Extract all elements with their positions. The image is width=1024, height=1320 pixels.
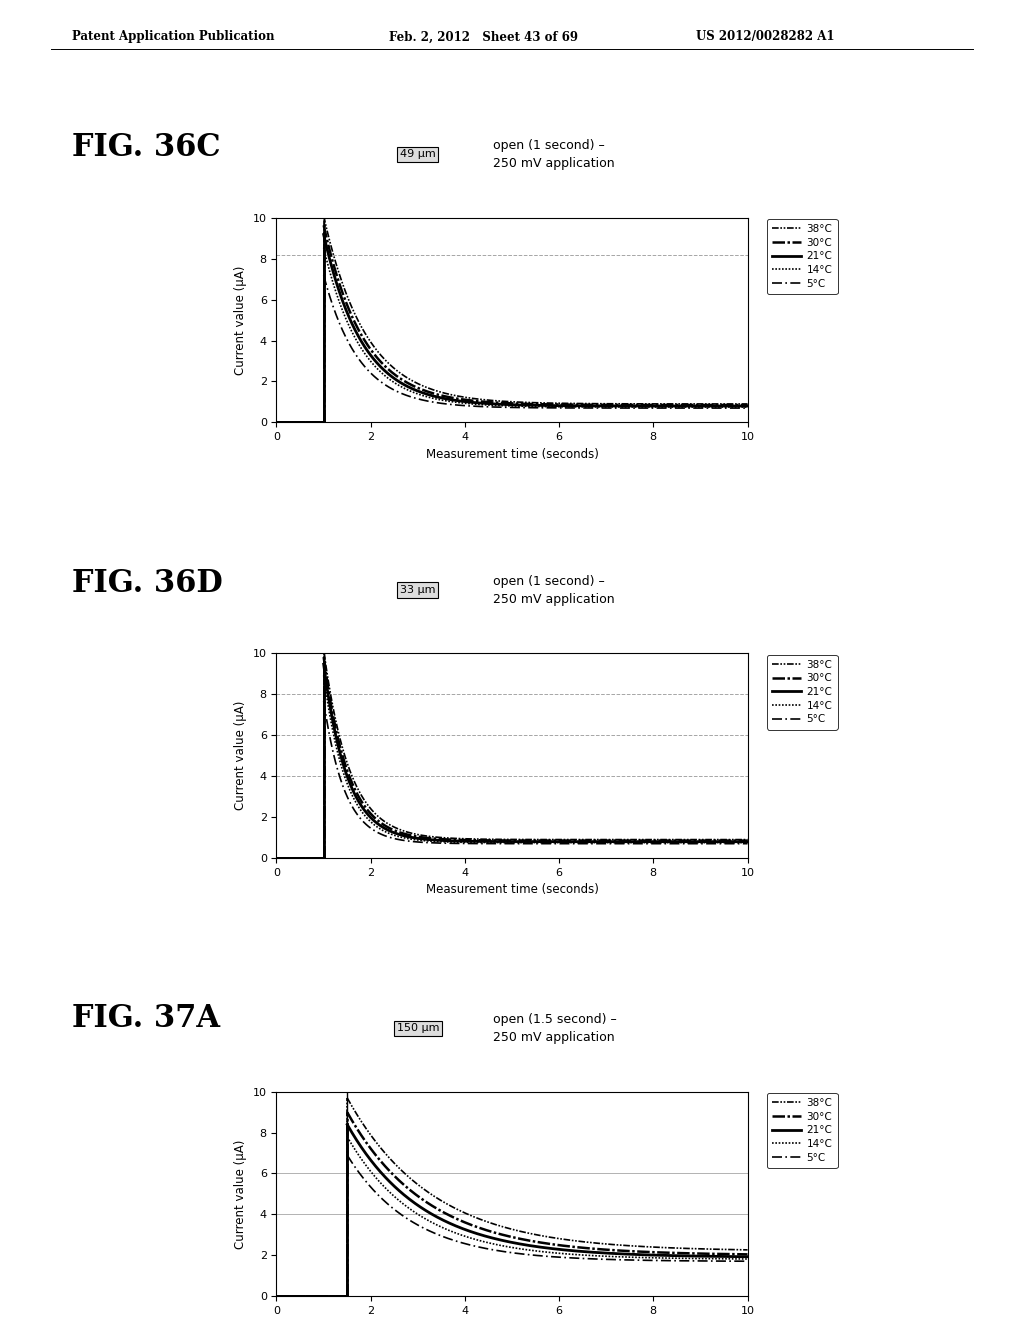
- X-axis label: Measurement time (seconds): Measurement time (seconds): [426, 447, 598, 461]
- Text: Patent Application Publication: Patent Application Publication: [72, 30, 274, 44]
- Text: FIG. 37A: FIG. 37A: [72, 1003, 220, 1034]
- Text: 49 μm: 49 μm: [400, 149, 435, 160]
- Text: US 2012/0028282 A1: US 2012/0028282 A1: [696, 30, 835, 44]
- Text: open (1.5 second) –
250 mV application: open (1.5 second) – 250 mV application: [494, 1012, 616, 1044]
- Legend: 38°C, 30°C, 21°C, 14°C, 5°C: 38°C, 30°C, 21°C, 14°C, 5°C: [767, 655, 838, 730]
- Legend: 38°C, 30°C, 21°C, 14°C, 5°C: 38°C, 30°C, 21°C, 14°C, 5°C: [767, 219, 838, 294]
- Y-axis label: Current value (μA): Current value (μA): [234, 1139, 247, 1249]
- Text: 33 μm: 33 μm: [400, 585, 435, 595]
- Text: FIG. 36C: FIG. 36C: [72, 132, 220, 162]
- Text: open (1 second) –
250 mV application: open (1 second) – 250 mV application: [494, 574, 614, 606]
- Y-axis label: Current value (μA): Current value (μA): [234, 701, 247, 810]
- X-axis label: Measurement time (seconds): Measurement time (seconds): [426, 883, 598, 896]
- Y-axis label: Current value (μA): Current value (μA): [234, 265, 247, 375]
- Legend: 38°C, 30°C, 21°C, 14°C, 5°C: 38°C, 30°C, 21°C, 14°C, 5°C: [767, 1093, 838, 1168]
- Text: open (1 second) –
250 mV application: open (1 second) – 250 mV application: [494, 139, 614, 170]
- Text: 150 μm: 150 μm: [396, 1023, 439, 1034]
- Text: FIG. 36D: FIG. 36D: [72, 568, 222, 598]
- Text: Feb. 2, 2012   Sheet 43 of 69: Feb. 2, 2012 Sheet 43 of 69: [389, 30, 579, 44]
